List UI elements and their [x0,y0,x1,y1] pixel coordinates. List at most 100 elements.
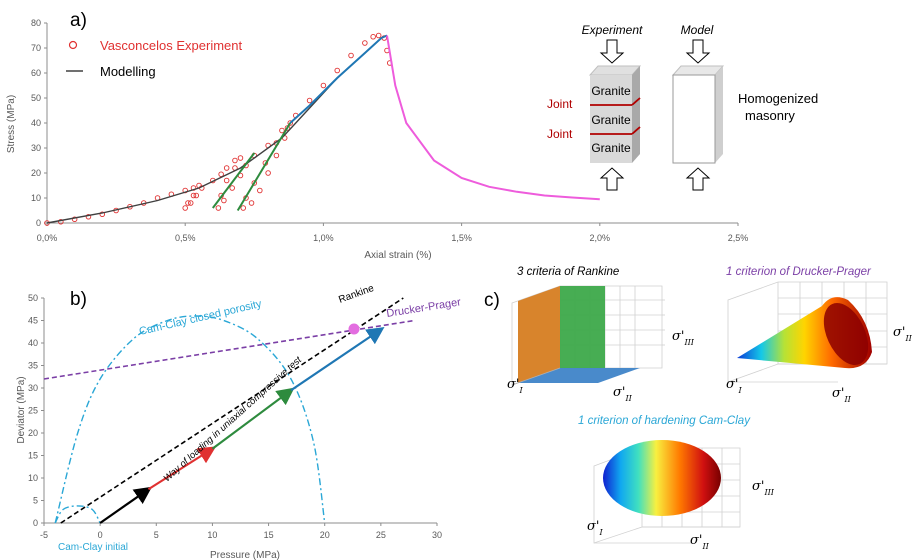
model-segment-line [212,152,256,209]
panel-b-x-axis-label: Pressure (MPa) [210,550,280,560]
experiment-point [187,200,194,206]
loading-path-arrow [211,387,295,450]
experiment-point [370,34,376,40]
cam-clay-surface-plot: 1 criterion of hardening Cam-Clay σ'III … [578,415,775,551]
drucker-prager-label: Drucker-Prager [386,296,462,320]
cam-clay-closed-label: Cam-Clay closed porosity [138,298,263,338]
legend-experiment-label: Vasconcelos Experiment [100,38,242,53]
panel-b-x-tick-label: 15 [264,530,274,540]
experiment-point [348,52,354,59]
experiment-point [287,120,293,126]
legend-modelling-label: Modelling [100,64,156,79]
experiment-point [71,216,78,222]
experiment-point [320,82,327,89]
loading-path-arrow [290,327,385,392]
experiment-point [190,192,197,199]
failure-point-marker [348,323,360,335]
panel-b-marks [43,297,415,524]
granite-label-1: Granite [591,84,631,98]
rankine-line [60,297,404,524]
experiment-point [215,205,222,211]
experiment-point [221,197,227,204]
panel-a-x-tick-label: 2,0% [590,233,611,243]
panel-a-y-tick-label: 20 [31,168,41,178]
panel-b-x-tick-label: 0 [98,530,103,540]
experiment-point [279,127,285,134]
loading-path-arrow [147,446,217,491]
experiment-point [58,218,64,225]
experiment-point [248,200,255,206]
panel-c-criteria-surfaces: c) 3 criteria of Rankine σ'III σ'I σ'II … [484,266,913,551]
experiment-point [265,170,271,176]
model-block-top [671,65,725,76]
loading-path-arrow [99,486,153,524]
panel-a-label: a) [70,10,87,31]
experiment-point [193,192,200,199]
experiment-point [273,152,280,159]
panel-b-y-tick-label: 35 [28,361,38,371]
panel-b-x-tick-label: 25 [376,530,386,540]
cam-clay-initial-label: Cam-Clay initial [58,542,128,553]
experiment-point [237,155,244,161]
panel-b-x-tick-label: 30 [432,530,442,540]
panel-b-x-tick-label: -5 [40,530,48,540]
panel-a-x-tick-label: 2,5% [728,233,749,243]
experiment-point [185,200,191,206]
experiment-point [218,171,224,177]
panel-a-marks [44,32,600,226]
joint-label-upper: Joint [547,97,573,111]
model-segment-line [289,34,388,124]
drucker-prager-title: 1 criterion of Drucker-Prager [726,266,872,278]
panel-b-y-tick-label: 15 [28,451,38,461]
experiment-block-top [588,65,642,76]
granite-label-2: Granite [591,113,631,127]
rankine-plane-III [560,286,605,368]
joint-label-lower: Joint [547,127,573,141]
experiment-point [240,205,246,211]
experiment-point [99,211,106,217]
model-block-side [715,66,723,163]
granite-label-3: Granite [591,141,631,155]
drucker-prager-surface-plot: 1 criterion of Drucker-Prager σ'II σ'I σ… [726,266,913,404]
rankine-sigma-II: σ'II [613,385,633,403]
experiment-point [362,40,368,46]
panel-b-y-tick-label: 20 [28,428,38,438]
legend-experiment-marker [68,40,78,50]
panel-b-y-tick-label: 10 [28,473,38,483]
rankine-surface-plot: 3 criteria of Rankine σ'III σ'I σ'II [507,266,695,403]
drucker-sigma-II: σ'II [832,386,852,404]
rankine-plane-I [518,286,560,383]
experiment-point [182,205,188,211]
experiment-point [257,187,263,194]
panel-a-y-tick-label: 60 [31,68,41,78]
panel-a-y-tick-label: 50 [31,93,41,103]
schematic-experiment-title: Experiment [582,23,643,37]
panel-b-y-tick-label: 30 [28,383,38,393]
panel-c-label: c) [484,290,500,311]
cam-clay-initial-curve [54,505,101,524]
panel-a-y-tick-label: 10 [31,193,41,203]
rankine-title: 3 criteria of Rankine [517,266,619,278]
panel-a-y-tick-label: 70 [31,43,41,53]
experiment-block-front [590,75,632,163]
panel-b-y-tick-label: 0 [33,518,38,528]
panel-a-x-tick-label: 0,5% [175,233,196,243]
cam-clay-ellipsoid [603,440,721,516]
model-segment-line [386,35,600,201]
panel-a-x-axis-label: Axial strain (%) [364,250,431,261]
panel-b-y-tick-label: 50 [28,293,38,303]
panel-a-x-tick-label: 1,0% [313,233,334,243]
panel-b-y-tick-label: 40 [28,338,38,348]
camclay-sigma-II: σ'II [690,533,710,551]
schematic-model-title: Model [681,23,714,37]
rankine-sigma-I: σ'I [507,377,523,395]
experiment-point [375,32,382,39]
panel-b-x-tick-label: 10 [207,530,217,540]
cam-clay-title: 1 criterion of hardening Cam-Clay [578,415,751,427]
rankine-plane-II [518,368,640,383]
experiment-point [223,165,230,171]
panel-b-y-axis-label: Deviator (MPa) [16,376,27,443]
